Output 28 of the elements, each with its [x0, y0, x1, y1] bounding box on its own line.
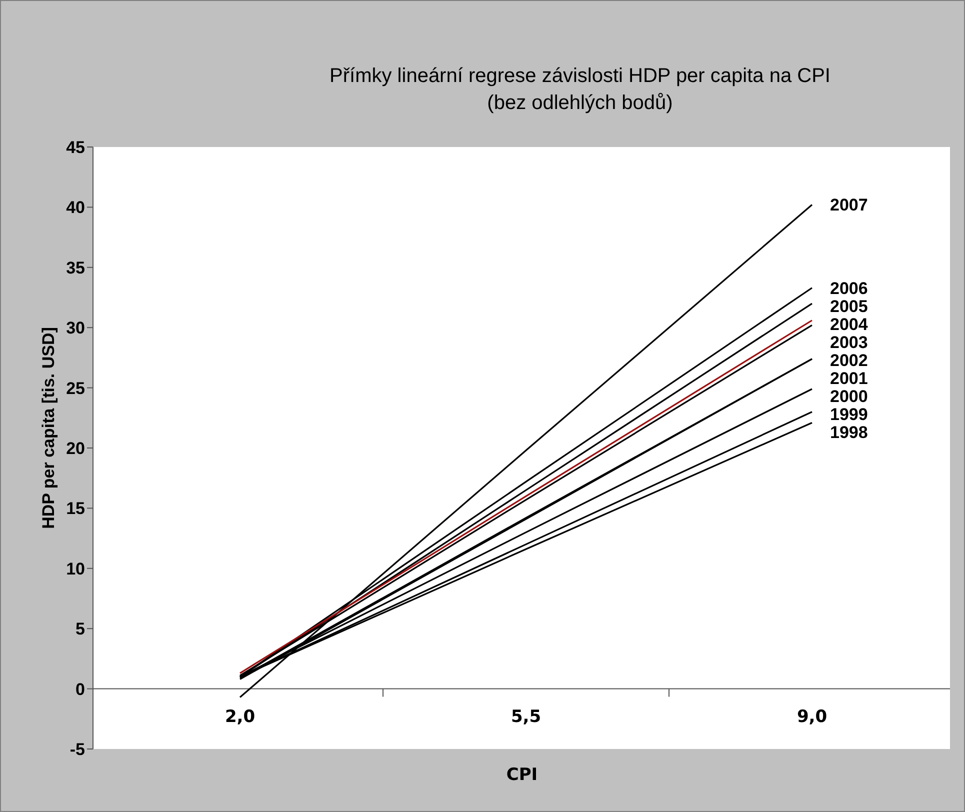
series-label: 2004	[830, 314, 868, 334]
y-tick-label: 40	[66, 198, 85, 218]
series-label: 1998	[830, 422, 868, 442]
y-tick-label: 20	[66, 438, 85, 458]
series-label: 2002	[830, 350, 868, 370]
series-label: 2007	[830, 196, 868, 215]
y-tick-label: 35	[66, 258, 85, 278]
x-tick-label: 9,0	[796, 707, 828, 727]
chart-title: Přímky lineární regrese závislosti HDP per capita na CPI	[330, 65, 830, 87]
y-tick-label: 25	[66, 378, 85, 398]
series-label: 2000	[830, 386, 868, 406]
y-tick-label: 45	[66, 138, 85, 157]
series-label: 2001	[830, 368, 868, 388]
x-tick-label: 5,5	[510, 707, 542, 727]
y-axis-title: HDP per capita [tis. USD]	[39, 327, 58, 529]
y-tick-label: 0	[76, 680, 85, 699]
series-label: 2003	[830, 332, 868, 352]
y-tick-label: 15	[66, 499, 85, 518]
series-label: 2005	[830, 296, 868, 316]
y-tick-label: 30	[66, 318, 85, 338]
x-axis-title: CPI	[506, 765, 538, 785]
y-tick-label: 10	[66, 559, 85, 578]
chart-subtitle: (bez odlehlých bodů)	[487, 92, 673, 114]
y-tick-label: -5	[70, 740, 85, 759]
series-label: 1999	[830, 404, 868, 424]
series-label: 2006	[830, 278, 868, 298]
x-tick-label: 2,0	[224, 707, 256, 727]
y-tick-label: 5	[76, 620, 85, 639]
